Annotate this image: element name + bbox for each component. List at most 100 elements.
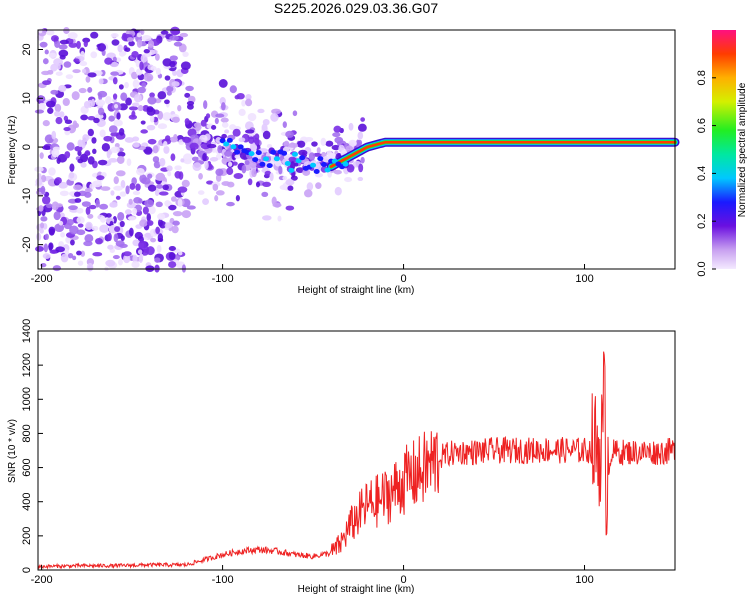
spectrogram-speckle-blob	[55, 116, 63, 125]
spectrogram-y-tick-label: -20	[21, 237, 33, 253]
spectrogram-speckle-blob	[288, 156, 297, 163]
spectrogram-speckle-blob	[326, 150, 332, 156]
spectrogram-speckle-blob	[282, 121, 287, 128]
spectrogram-speckle-blob	[215, 168, 224, 176]
spectrogram-speckle-blob	[153, 161, 161, 169]
spectrogram-ridge-blob	[248, 151, 255, 157]
spectrogram-speckle-blob	[166, 91, 172, 96]
spectrogram-speckle-blob	[163, 146, 170, 154]
spectrogram-speckle-blob	[149, 92, 155, 98]
spectrogram-speckle-blob	[110, 146, 120, 153]
spectrogram-speckle-blob	[90, 31, 99, 39]
spectrogram-speckle-blob	[171, 81, 180, 87]
spectrogram-speckle-blob	[70, 239, 75, 246]
spectrogram-speckle-blob	[155, 226, 161, 235]
spectrogram-speckle-blob	[71, 91, 80, 101]
spectrogram-speckle-blob	[92, 148, 97, 155]
spectrogram-y-tick-label: -10	[21, 188, 33, 204]
spectrogram-x-tick-label: 0	[400, 273, 406, 285]
spectrogram-speckle-blob	[197, 190, 205, 195]
spectrogram-speckle-blob	[172, 220, 180, 226]
spectrogram-speckle-blob	[46, 29, 55, 36]
spectrogram-speckle-blob	[316, 147, 321, 154]
spectrogram-speckle-blob	[262, 181, 272, 188]
spectrogram-speckle-blob	[168, 261, 177, 269]
spectrogram-speckle-blob	[155, 67, 161, 75]
spectrogram-speckle-blob	[74, 123, 80, 128]
spectrogram-speckle-blob	[247, 112, 257, 122]
spectrogram-ridge-blob	[223, 141, 230, 147]
spectrogram-speckle-blob	[134, 231, 143, 240]
spectrogram-speckle-blob	[39, 152, 44, 160]
spectrogram-speckle-blob	[99, 224, 110, 233]
spectrogram-speckle-blob	[257, 108, 265, 114]
spectrogram-speckle-blob	[44, 49, 49, 55]
spectrogram-speckle-blob	[51, 148, 60, 158]
spectrogram-speckle-blob	[88, 204, 97, 210]
spectrogram-speckle-blob	[105, 96, 112, 105]
spectrogram-speckle-blob	[58, 111, 65, 118]
spectrogram-speckle-blob	[185, 85, 194, 92]
spectrogram-speckle-blob	[63, 126, 71, 132]
spectrogram-y-tick-label: 0	[21, 144, 33, 150]
spectrogram-speckle-blob	[233, 173, 244, 179]
spectrogram-speckle-blob	[332, 132, 341, 138]
spectrogram-ridge-blob	[324, 167, 331, 173]
spectrogram-speckle-blob	[170, 196, 177, 202]
spectrogram-speckle-blob	[137, 86, 146, 94]
spectrogram-speckle-blob	[355, 139, 360, 148]
spectrogram-speckle-blob	[119, 243, 128, 248]
spectrogram-ridge-blob	[230, 144, 237, 150]
spectrogram-speckle-blob	[96, 175, 105, 181]
spectrogram-speckle-blob	[117, 211, 125, 221]
spectrogram-speckle-blob	[50, 35, 59, 42]
spectrogram-speckle-blob	[262, 215, 272, 221]
spectrogram-speckle-blob	[73, 58, 80, 63]
colorbar: 0.0 0.2 0.4 0.6 0.8 Normalized spectral ampl…	[696, 30, 748, 277]
spectrogram-speckle-blob	[84, 187, 93, 193]
spectrogram-speckle-blob	[251, 144, 258, 151]
spectrogram-x-tick-label: -100	[212, 273, 234, 285]
spectrogram-speckle-blob	[186, 100, 195, 106]
spectrogram-speckle-blob	[168, 204, 177, 211]
snr-x-tick-label: 100	[575, 574, 593, 586]
snr-plot-area	[38, 331, 675, 570]
spectrogram-speckle-blob	[270, 113, 279, 122]
spectrogram-speckle-blob	[131, 261, 140, 268]
spectrogram-speckle-blob	[43, 243, 49, 253]
spectrogram-speckle-blob	[206, 180, 214, 185]
spectrogram-speckle-blob	[255, 181, 261, 188]
spectrogram-speckle-blob	[90, 98, 96, 107]
spectrogram-speckle-blob	[113, 119, 123, 127]
spectrogram-ridge-blob	[342, 161, 349, 167]
spectrogram-speckle-blob	[110, 190, 115, 196]
spectrogram-speckle-blob	[157, 233, 164, 242]
spectrogram-speckle-blob	[357, 123, 367, 132]
spectrogram-speckle-blob	[40, 185, 46, 195]
spectrogram-speckle-blob	[177, 105, 182, 112]
spectrogram-speckle-blob	[38, 28, 43, 34]
spectrogram-frame	[37, 29, 676, 270]
spectrogram-speckle-blob	[95, 99, 106, 107]
spectrogram-speckle-blob	[68, 205, 78, 211]
spectrogram-speckle-blob	[304, 189, 313, 198]
spectrogram-speckle-blob	[166, 165, 173, 172]
spectrogram-speckle-blob	[40, 222, 45, 229]
spectrogram-speckle-blob	[117, 44, 123, 53]
spectrogram-speckle-blob	[46, 100, 56, 108]
spectrogram-x-label: Height of straight line (km)	[298, 285, 415, 296]
spectrogram-speckle-blob	[69, 163, 75, 172]
spectrogram-speckle-blob	[155, 172, 166, 181]
spectrogram-speckle-blob	[266, 143, 273, 149]
spectrogram-speckle-blob	[292, 110, 298, 117]
spectrogram-speckle-blob	[112, 77, 118, 85]
spectrogram-speckle-blob	[66, 142, 75, 151]
spectrogram-speckle-blob	[177, 198, 183, 208]
spectrogram-speckle-blob	[78, 87, 87, 94]
spectrogram-speckle-blob	[38, 205, 44, 212]
spectrogram-speckle-blob	[118, 259, 123, 266]
spectrogram-ridge-blob	[226, 137, 233, 143]
spectrogram-speckle-blob	[87, 87, 93, 93]
spectrogram-speckle-blob	[302, 168, 311, 176]
spectrogram-speckle-blob	[131, 177, 137, 185]
